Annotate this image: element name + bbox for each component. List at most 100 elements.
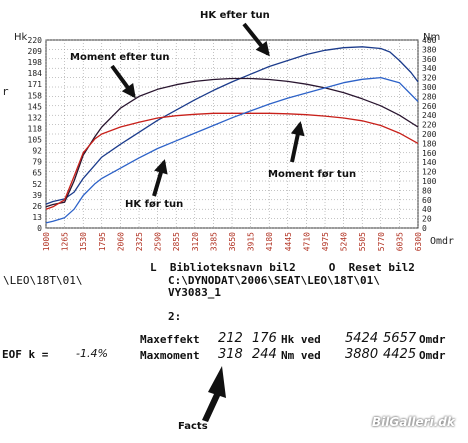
x-tick-label: 3385 (209, 232, 218, 251)
arrow-moment-foer-icon (290, 121, 305, 163)
max-moment-rpm-2: 4425 (383, 347, 417, 362)
x-tick-label: 1795 (98, 232, 107, 251)
max-moment-rpm-1: 3880 (345, 347, 379, 362)
right-tick-label: 180 (422, 139, 437, 148)
left-axis-label: Hk (14, 32, 28, 43)
right-tick-label: 60 (422, 196, 432, 205)
eof-label: EOF k = (2, 348, 49, 361)
x-tick-label: 2590 (154, 232, 163, 251)
arrow-head (154, 159, 168, 175)
right-tick-label: 120 (422, 168, 437, 177)
series-layer (45, 46, 419, 224)
right-tick-label: 100 (422, 177, 437, 186)
arrow-head (121, 82, 136, 99)
info-line-1: L Biblioteksnavn bil2 O Reset bil2 (150, 261, 415, 274)
left-tick-label: 220 (28, 36, 43, 45)
x-tick-label: 5505 (358, 232, 367, 251)
x-tick-label: 1000 (42, 232, 51, 251)
left-tick-label: 132 (28, 113, 43, 122)
right-tick-label: 260 (422, 102, 437, 111)
info-line-4: 2: (168, 310, 182, 323)
x-tick-label: 2855 (172, 232, 181, 251)
left-tick-label: 92 (32, 147, 42, 156)
right-tick-label: 40 (422, 205, 432, 214)
left-tick-label: 0 (37, 224, 42, 233)
facts-annotation: Facts (178, 421, 208, 432)
left-axis-ticks: 0 13 26 39 52 65 79 92 105 118 132 145 158 171 184 198 2… (28, 36, 43, 233)
right-tick-label: 220 (422, 121, 437, 130)
annotation-hk-foer: HK før tun (125, 199, 183, 210)
max-moment-value-2: 244 (252, 347, 277, 362)
dyno-chart: 0 13 26 39 52 65 79 92 105 118 132 145 158 171 184 198 2… (2, 10, 454, 251)
x-tick-label: 6035 (395, 232, 404, 251)
right-tick-label: 380 (422, 45, 437, 54)
x-tick-label: 4445 (284, 232, 293, 251)
right-tick-label: 140 (422, 158, 437, 167)
facts-arrow-icon (202, 366, 226, 422)
series-line-moment-efter-tun (45, 77, 419, 208)
path-left: \LEO\18T\01\ (3, 274, 83, 287)
arrow-head (255, 41, 270, 57)
x-tick-label: 3120 (191, 232, 200, 251)
max-effekt-rpm-unit: Omdr (419, 333, 446, 346)
max-effekt-label: Maxeffekt (140, 333, 200, 346)
right-tick-label: 80 (422, 186, 432, 195)
x-tick-label: 1530 (79, 232, 88, 251)
right-axis-label: Nm (423, 32, 440, 43)
right-tick-label: 240 (422, 111, 437, 120)
x-tick-label: 6300 (414, 232, 423, 251)
watermark-logo: BilGalleri.dk (372, 415, 455, 429)
right-tick-label: 20 (422, 215, 432, 224)
x-tick-label: 4710 (302, 232, 311, 251)
x-axis-label: Omdr (430, 236, 454, 247)
left-tick-label: 145 (28, 102, 43, 111)
left-tick-label: 105 (28, 136, 43, 145)
eof-value: -1.4% (76, 347, 108, 360)
x-tick-label: 3650 (228, 232, 237, 251)
info-line-2: C:\DYNODAT\2006\SEAT\LEO\18T\01\ (168, 274, 380, 287)
left-r-mark: r (2, 85, 9, 98)
right-tick-label: 320 (422, 74, 437, 83)
annotation-hk-efter: HK efter tun (200, 10, 270, 21)
series-line-hk-efter-tun (45, 46, 419, 205)
max-effekt-unit: Hk ved (281, 333, 321, 346)
left-tick-label: 118 (28, 124, 43, 133)
x-tick-label: 5240 (340, 232, 349, 251)
x-tick-label: 5770 (377, 232, 386, 251)
left-tick-label: 13 (32, 213, 42, 222)
arrow-moment-efter-icon (110, 64, 136, 99)
max-moment-label: Maxmoment (140, 349, 200, 362)
x-tick-label: 3915 (247, 232, 256, 251)
left-tick-label: 171 (28, 80, 43, 89)
chart-grid (45, 39, 419, 229)
series-line-moment-foer-tun (45, 112, 419, 210)
right-tick-label: 160 (422, 149, 437, 158)
arrow-hk-foer-icon (152, 159, 168, 197)
right-tick-label: 400 (422, 36, 437, 45)
left-tick-label: 39 (32, 191, 42, 200)
max-effekt-rpm-1: 5424 (345, 331, 379, 346)
max-effekt-value-1: 212 (218, 331, 243, 346)
max-effekt-rpm-2: 5657 (383, 331, 417, 346)
right-tick-label: 200 (422, 130, 437, 139)
info-line-3: VY3083_1 (168, 286, 221, 299)
x-tick-label: 4975 (321, 232, 330, 251)
x-tick-label: 1265 (61, 232, 70, 251)
left-tick-label: 52 (32, 180, 42, 189)
left-tick-label: 209 (28, 47, 43, 56)
x-tick-label: 4180 (265, 232, 274, 251)
right-tick-label: 300 (422, 83, 437, 92)
max-moment-unit: Nm ved (281, 349, 321, 362)
left-tick-label: 26 (32, 202, 42, 211)
arrow-head (290, 121, 305, 137)
left-tick-label: 79 (32, 158, 42, 167)
x-tick-label: 2325 (135, 232, 144, 251)
right-tick-label: 360 (422, 55, 437, 64)
max-effekt-value-2: 176 (252, 331, 277, 346)
right-tick-label: 280 (422, 92, 437, 101)
x-tick-label: 2060 (116, 232, 125, 251)
left-tick-label: 184 (28, 69, 43, 78)
max-moment-value-1: 318 (218, 347, 243, 362)
left-tick-label: 158 (28, 91, 43, 100)
right-axis-ticks: 0204060801001201401601802002202402602803… (422, 36, 437, 233)
